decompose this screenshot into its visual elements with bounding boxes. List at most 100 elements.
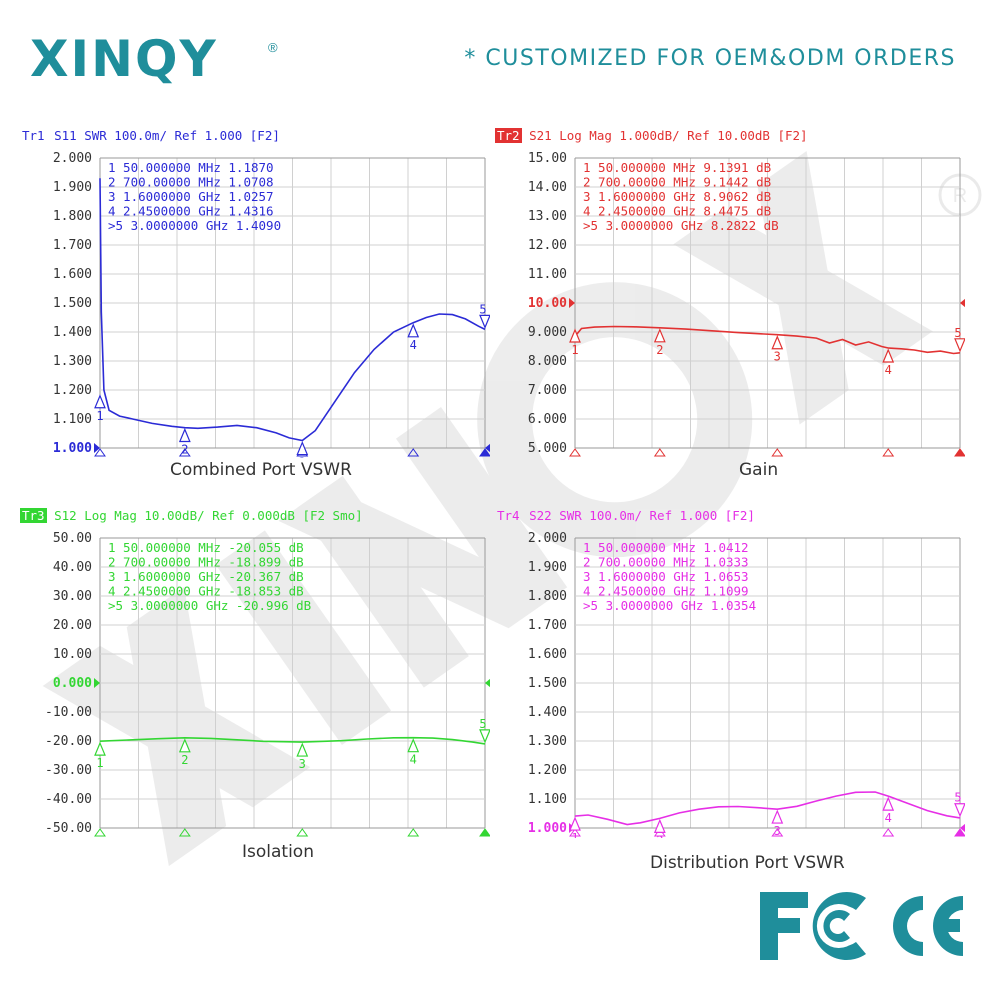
y-tick-label: 1.100 [53,412,92,427]
chart-panel-s11: Tr1 S11 SWR 100.0m/ Ref 1.000 [F2] 2.000… [20,128,490,488]
ref-arrow-left [569,298,575,308]
marker-triangle [569,816,581,831]
chart-panel-s12: Tr3 S12 Log Mag 10.00dB/ Ref 0.000dB [F2… [20,508,490,868]
marker-triangle [479,729,490,744]
marker-table-row: >5 3.0000000 GHz 1.0354 [583,598,756,613]
trace-header: Tr4 S22 SWR 100.0m/ Ref 1.000 [F2] [495,508,755,524]
y-tick-label: -40.00 [45,792,92,807]
trace-line [99,178,486,442]
y-tick-label: 2.000 [53,151,92,166]
y-tick-label: 1.300 [53,354,92,369]
y-tick-label: 1.600 [53,267,92,282]
trace-header: Tr3 S12 Log Mag 10.00dB/ Ref 0.000dB [F2… [20,508,363,524]
chart-panel-s22: Tr4 S22 SWR 100.0m/ Ref 1.000 [F2] 2.000… [495,508,965,873]
marker-label: 5 [479,302,486,316]
trace-id: Tr1 [22,128,45,143]
axis-marker-triangle [94,828,106,837]
marker-table-row: 4 2.4500000 GHz 1.4316 [108,204,274,219]
trace-settings: S22 SWR 100.0m/ Ref 1.000 [F2] [521,508,755,523]
axis-marker-triangle [954,448,965,457]
marker-label: 2 [181,753,188,767]
marker-table: 1 50.000000 MHz 1.1870 2 700.00000 MHz 1.… [108,160,281,233]
marker-triangle [771,335,784,350]
marker-triangle [407,738,420,753]
y-tick-label: 1.900 [53,180,92,195]
marker-label: 4 [885,363,892,377]
axis-marker-triangle [569,828,581,837]
marker-label: 3 [774,350,781,364]
trace-line [574,791,961,826]
y-tick-label: 1.400 [53,325,92,340]
ref-arrow-left [94,443,100,453]
trace-id: Tr4 [497,508,520,523]
marker-table-row: 2 700.00000 MHz -18.899 dB [108,555,304,570]
marker-table-row: 4 2.4500000 GHz 8.4475 dB [583,204,771,219]
marker-triangle [882,796,895,811]
trace-line [99,736,486,745]
marker-label: 2 [656,343,663,357]
y-tick-label: 20.00 [53,618,92,633]
chart-plot: 2.000 1.900 1.800 1.700 1.600 1.500 1.400 1.300… [528,531,965,838]
marker-table-row: >5 3.0000000 GHz 8.2822 dB [583,218,779,233]
trace-line [574,325,961,355]
y-tick-label: 14.00 [528,180,567,195]
chart-plot: 15.00 14.00 13.00 12.00 11.00 10.00 9.000 8.000… [528,151,965,457]
marker-label: 3 [774,824,781,838]
marker-table-row: 3 1.6000000 GHz 1.0257 [108,189,274,204]
marker-table: 1 50.000000 MHz -20.055 dB 2 700.00000 MH… [108,540,311,613]
y-tick-label: 13.00 [528,209,567,224]
trace-settings: S21 Log Mag 1.000dB/ Ref 10.00dB [F2] [521,128,808,143]
y-tick-label: 0.000 [53,676,92,691]
y-tick-label: 6.000 [528,412,567,427]
marker-table-row: 1 50.000000 MHz 9.1391 dB [583,160,771,175]
marker-table-row: 3 1.6000000 GHz 8.9062 dB [583,189,771,204]
trace-settings: S12 Log Mag 10.00dB/ Ref 0.000dB [F2 Smo… [46,508,363,523]
axis-marker-triangle [882,448,895,457]
marker-label: 2 [656,833,663,838]
marker-triangle [407,323,420,338]
ref-arrow-right [485,678,490,688]
axis-marker-triangle [178,828,191,837]
marker-label: 5 [954,326,961,340]
marker-table-row: 2 700.00000 MHz 9.1442 dB [583,175,771,190]
y-tick-label: 1.700 [53,238,92,253]
chart-caption: Isolation [242,842,314,862]
axis-marker-triangle [407,828,420,837]
grid [99,157,486,449]
y-tick-label: 1.800 [53,209,92,224]
fcc-mark [760,892,866,960]
y-tick-label: 1.900 [528,560,567,575]
axis-marker-triangle [407,448,420,457]
ref-arrow-right [960,298,965,308]
marker-triangle [569,328,581,343]
chart-caption: Distribution Port VSWR [650,853,845,873]
tagline: * CUSTOMIZED FOR OEM&ODM ORDERS [464,46,956,71]
ref-arrow-right [960,823,965,833]
y-tick-label: 1.700 [528,618,567,633]
marker-label: 1 [96,756,103,770]
ref-arrow-left [94,678,100,688]
marker-label: 3 [299,456,306,458]
marker-table-row: 1 50.000000 MHz -20.055 dB [108,540,304,555]
trace-header: Tr2 S21 Log Mag 1.000dB/ Ref 10.00dB [F2… [495,128,808,144]
y-tick-label: 10.00 [53,647,92,662]
marker-table-row: 1 50.000000 MHz 1.0412 [583,540,749,555]
chart-plot: 2.000 1.900 1.800 1.700 1.600 1.500 1.400 1.300… [53,151,490,458]
axis-marker-triangle [94,448,106,457]
marker-label: 1 [96,409,103,423]
marker-table-row: 4 2.4500000 GHz 1.1099 [583,584,749,599]
marker-triangle [296,742,309,757]
ref-arrow-right [485,443,490,453]
axis-marker-triangle [653,448,666,457]
marker-label: 4 [885,811,892,825]
y-tick-label: 8.000 [528,354,567,369]
registered-mark: ® [268,40,278,55]
axis-marker-triangle [479,828,490,837]
y-tick-label: 40.00 [53,560,92,575]
marker-label: 1 [571,343,578,357]
marker-table-row: 4 2.4500000 GHz -18.853 dB [108,584,304,599]
axis-marker-triangle [771,828,784,837]
marker-table-row: >5 3.0000000 GHz -20.996 dB [108,598,311,613]
marker-label: 5 [954,791,961,805]
marker-triangle [296,440,309,456]
